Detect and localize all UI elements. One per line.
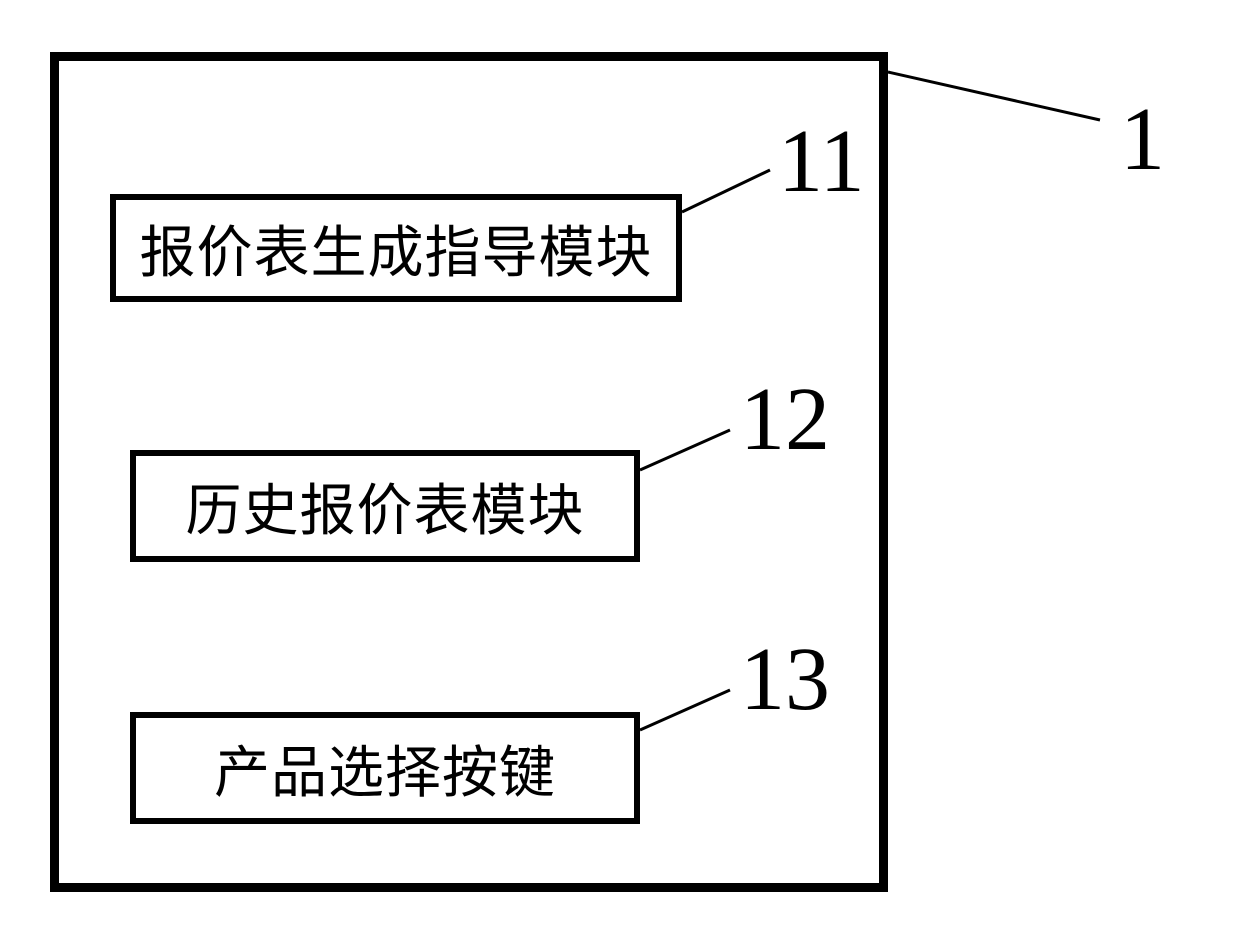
quote-gen-guide-module: 报价表生成指导模块 <box>110 194 682 302</box>
history-quote-module: 历史报价表模块 <box>130 450 640 562</box>
leader-1 <box>888 72 1100 120</box>
product-select-label: 产品选择按键 <box>214 728 556 809</box>
ref-label-12: 12 <box>740 368 830 471</box>
outer-ref-label: 1 <box>1120 88 1165 191</box>
ref-label-13: 13 <box>740 628 830 731</box>
product-select-button: 产品选择按键 <box>130 712 640 824</box>
diagram-canvas: 报价表生成指导模块 历史报价表模块 产品选择按键 1 11 12 13 <box>0 0 1240 933</box>
quote-gen-guide-label: 报价表生成指导模块 <box>140 208 653 289</box>
ref-label-11: 11 <box>778 110 865 213</box>
history-quote-label: 历史报价表模块 <box>186 466 585 547</box>
